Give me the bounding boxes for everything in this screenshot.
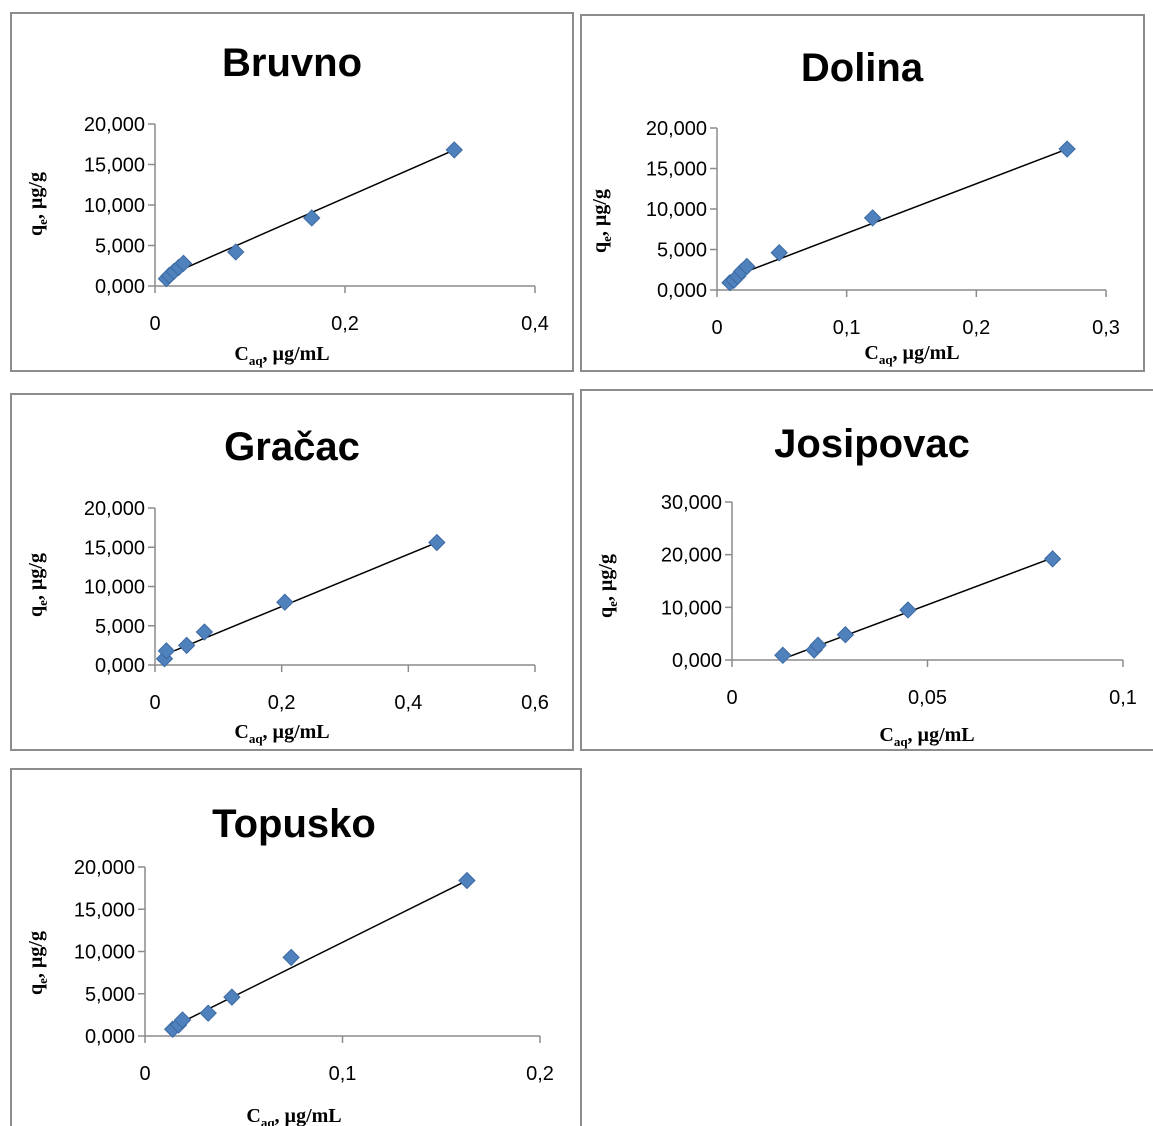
data-point — [770, 244, 788, 262]
y-tick-label: 20,000 — [84, 498, 145, 520]
x-tick-label: 0 — [726, 687, 737, 709]
data-point — [195, 623, 214, 641]
x-tick-label: 0,05 — [908, 687, 947, 709]
trendline — [729, 148, 1068, 279]
x-tick-label: 0,3 — [1092, 317, 1120, 339]
y-tick-label: 20,000 — [661, 545, 722, 567]
data-point — [445, 141, 463, 159]
y-tick-label: 20,000 — [646, 118, 707, 140]
y-tick-label: 10,000 — [84, 195, 145, 217]
x-tick-label: 0,2 — [962, 317, 990, 339]
chart-topusko: Topusko 0,000 5,000 10,000 15,000 20,000 0 0,1 0… — [25, 802, 554, 1126]
y-tick-label: 10,000 — [661, 597, 722, 619]
chart-title: Josipovac — [774, 422, 970, 466]
chart-title: Topusko — [212, 802, 376, 846]
x-axis-title: Caq, µg/mL — [879, 724, 974, 749]
data-point — [174, 254, 193, 273]
x-axis-title: Caq, µg/mL — [246, 1105, 341, 1126]
y-tick-label: 15,000 — [84, 537, 145, 559]
chart-panel-bruvno: Bruvno 0,000 5,000 10,000 15,000 20,000 0 0,2 0,… — [10, 12, 574, 372]
data-point — [458, 871, 476, 890]
y-tick-label: 5,000 — [85, 984, 135, 1006]
y-tick-label: 5,000 — [95, 616, 145, 638]
chart-panel-josipovac: Josipovac 0,000 10,000 20,000 30,000 0 0,05 0,1… — [580, 389, 1153, 751]
x-tick-label: 0,1 — [833, 317, 861, 339]
x-tick-label: 0,2 — [331, 313, 359, 335]
y-axis-title: qe, µg/g — [25, 553, 50, 617]
y-tick-label: 15,000 — [84, 155, 145, 177]
data-point — [173, 1011, 192, 1029]
data-point — [428, 533, 446, 552]
x-tick-label: 0,2 — [526, 1063, 554, 1085]
chart-title: Gračac — [224, 425, 360, 469]
x-tick-label: 0,6 — [521, 692, 549, 714]
y-axis-title: qe, µg/g — [25, 172, 50, 236]
data-point — [303, 209, 321, 227]
x-tick-label: 0,4 — [521, 313, 549, 335]
chart-title: Bruvno — [222, 41, 362, 85]
y-tick-label: 10,000 — [646, 199, 707, 221]
chart-title: Dolina — [801, 46, 924, 90]
data-point — [1043, 550, 1062, 568]
trendline — [172, 879, 468, 1028]
x-tick-label: 0 — [711, 317, 722, 339]
data-point — [899, 601, 917, 619]
x-tick-label: 0 — [139, 1063, 150, 1085]
y-axis-title: qe, µg/g — [25, 931, 50, 995]
y-tick-label: 0,000 — [657, 280, 707, 302]
data-point — [177, 636, 196, 655]
x-tick-label: 0,1 — [1109, 687, 1137, 709]
chart-josipovac: Josipovac 0,000 10,000 20,000 30,000 0 0,05 0,1… — [595, 422, 1137, 749]
y-tick-label: 20,000 — [74, 857, 135, 879]
y-axis-title: qe, µg/g — [595, 554, 620, 618]
data-point — [199, 1004, 217, 1022]
y-tick-label: 30,000 — [661, 492, 722, 514]
chart-panel-gracac: Gračac 0,000 5,000 10,000 15,000 20,000 0 0,2 0,… — [10, 393, 574, 751]
y-tick-label: 0,000 — [672, 650, 722, 672]
y-tick-label: 5,000 — [95, 236, 145, 258]
chart-gracac: Gračac 0,000 5,000 10,000 15,000 20,000 0 0,2 0,… — [25, 425, 549, 746]
chart-bruvno: Bruvno 0,000 5,000 10,000 15,000 20,000 0 0,2 0,… — [25, 41, 549, 368]
y-axis-title: qe, µg/g — [589, 189, 614, 253]
x-tick-label: 0,1 — [329, 1063, 357, 1085]
data-point — [774, 646, 792, 664]
chart-panel-topusko: Topusko 0,000 5,000 10,000 15,000 20,000 0 0,1 0… — [10, 768, 582, 1126]
y-tick-label: 5,000 — [657, 240, 707, 262]
data-point — [276, 593, 294, 611]
y-tick-label: 0,000 — [95, 655, 145, 677]
x-tick-label: 0 — [149, 692, 160, 714]
data-point — [809, 636, 827, 654]
data-point — [836, 626, 855, 644]
y-tick-label: 10,000 — [84, 577, 145, 599]
trendline — [782, 557, 1053, 660]
chart-dolina: Dolina 0,000 5,000 10,000 15,000 20,000 0 0,1 0,… — [589, 46, 1120, 367]
y-tick-label: 20,000 — [84, 114, 145, 136]
data-point — [223, 988, 241, 1006]
x-axis-title: Caq, µg/mL — [234, 721, 329, 746]
x-axis-title: Caq, µg/mL — [864, 342, 959, 367]
data-point — [157, 642, 176, 660]
y-tick-label: 0,000 — [95, 276, 145, 298]
x-tick-label: 0 — [149, 313, 160, 335]
y-tick-label: 10,000 — [74, 942, 135, 964]
x-tick-label: 0,2 — [268, 692, 296, 714]
x-axis-title: Caq, µg/mL — [234, 343, 329, 368]
data-point — [738, 257, 756, 276]
y-tick-label: 0,000 — [85, 1026, 135, 1048]
data-point — [282, 948, 300, 967]
data-point — [227, 243, 245, 261]
x-tick-label: 0,4 — [394, 692, 422, 714]
data-point — [1058, 140, 1076, 158]
y-tick-label: 15,000 — [646, 159, 707, 181]
y-tick-label: 15,000 — [74, 899, 135, 921]
data-point — [863, 209, 882, 227]
chart-panel-dolina: Dolina 0,000 5,000 10,000 15,000 20,000 0 0,1 0,… — [580, 14, 1145, 372]
